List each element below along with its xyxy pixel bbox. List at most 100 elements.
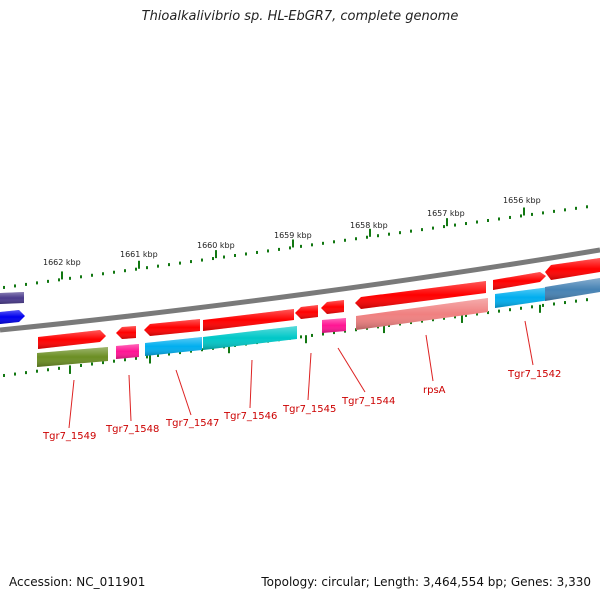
scale-dot (58, 278, 60, 282)
scale-major-tick (138, 260, 140, 269)
scale-dot (520, 306, 522, 310)
gene-tgr7-1545-forward[interactable] (295, 305, 318, 319)
scale-dot (234, 253, 236, 257)
scale-dot (432, 318, 434, 322)
scale-dot (344, 238, 346, 242)
gene-tgr7-1549-forward[interactable] (38, 330, 106, 349)
scale-dot (278, 247, 280, 251)
scale-dot (410, 321, 412, 325)
scale-label-1662: 1662 kbp (43, 258, 81, 267)
scale-dot (157, 264, 159, 268)
scale-dot (575, 206, 577, 210)
scale-dot (190, 349, 192, 353)
gene-label-tgr7-1544[interactable]: Tgr7_1544 (341, 396, 395, 407)
scale-dot (168, 263, 170, 267)
scale-major-tick (446, 218, 448, 227)
accession-text: Accession: NC_011901 (9, 575, 146, 589)
scale-label-1661: 1661 kbp (120, 250, 158, 259)
scale-dot (564, 301, 566, 305)
scale-dot (498, 309, 500, 313)
scale-dot (542, 211, 544, 215)
gene-label-tgr7-1549[interactable]: Tgr7_1549 (42, 431, 96, 442)
scale-dot (454, 223, 456, 227)
gene-label-rpsA[interactable]: rpsA (423, 385, 446, 396)
scale-dot (179, 351, 181, 355)
gene-tgr7-1542-forward[interactable] (493, 272, 546, 290)
leader-tgr7-1546 (249, 359, 253, 409)
scale-dot (223, 255, 225, 259)
scale-dot (344, 329, 346, 333)
scale-major-tick (539, 304, 541, 313)
scale-major-tick (228, 345, 230, 354)
scale-dot (311, 333, 313, 337)
scale-dot (146, 266, 148, 270)
scale-dot (91, 362, 93, 366)
scale-dot (421, 319, 423, 323)
scale-dot (333, 331, 335, 335)
gene-label-tgr7-1546[interactable]: Tgr7_1546 (223, 411, 277, 422)
scale-label-1656: 1656 kbp (503, 196, 541, 205)
scale-dot (179, 261, 181, 265)
gene-tgr7-1547-forward[interactable] (144, 319, 200, 336)
gene-label-tgr7-1548[interactable]: Tgr7_1548 (105, 424, 159, 435)
gene-right-partial-forward[interactable] (545, 258, 600, 280)
scale-major-tick (149, 355, 151, 364)
scale-dot (355, 237, 357, 241)
scale-dot (80, 275, 82, 279)
gene-tgr7-1546-forward[interactable] (203, 309, 294, 331)
gene-tgr7-1548-cog[interactable] (116, 344, 139, 359)
leader-tgr7-1549 (68, 379, 75, 429)
gene-tgr7-1544-cog[interactable] (322, 318, 346, 333)
scale-dot (531, 305, 533, 309)
scale-dot (25, 282, 27, 286)
gene-right-partial-cog[interactable] (545, 278, 600, 301)
scale-dot (47, 368, 49, 372)
leader-tgr7-1545 (307, 352, 312, 401)
scale-dot (399, 231, 401, 235)
scale-dot (47, 279, 49, 283)
label-leaders (68, 320, 534, 429)
scale-major-tick (461, 314, 463, 323)
scale-dot (168, 352, 170, 356)
gene-rpsA-cog[interactable] (356, 298, 488, 330)
scale-major-tick (523, 207, 525, 216)
scale-dot (454, 315, 456, 319)
scale-dot (256, 250, 258, 254)
scale-major-tick (369, 228, 371, 237)
gene-rpsA-forward[interactable] (355, 281, 486, 309)
scale-dot (388, 232, 390, 236)
gene-label-tgr7-1542[interactable]: Tgr7_1542 (507, 369, 561, 380)
gene-label-tgr7-1547[interactable]: Tgr7_1547 (165, 418, 219, 429)
scale-dot (212, 257, 214, 261)
gene-tgr7-1547-cog[interactable] (145, 337, 202, 356)
scale-dot (443, 225, 445, 229)
gene-tgr7-1542-cog[interactable] (495, 287, 550, 308)
outer-scale (3, 205, 588, 289)
scale-dot (322, 332, 324, 336)
scale-dot (135, 356, 137, 360)
gene-left-partial-1[interactable] (0, 292, 24, 304)
gene-tgr7-1546-cog[interactable] (203, 326, 297, 350)
scale-dot (124, 269, 126, 273)
scale-dot (14, 372, 16, 376)
scale-label-1657: 1657 kbp (427, 209, 465, 218)
scale-major-tick (69, 365, 71, 374)
scale-dot (476, 312, 478, 316)
scale-dot (113, 270, 115, 274)
scale-dot (586, 205, 588, 209)
scale-dot (157, 353, 159, 357)
gene-tgr7-1544-forward[interactable] (321, 300, 344, 314)
scale-dot (311, 243, 313, 247)
scale-dot (14, 284, 16, 288)
scale-dot (300, 244, 302, 248)
page-title: Thioalkalivibrio sp. HL-EbGR7, complete … (141, 9, 459, 24)
scale-dot (102, 272, 104, 276)
leader-tgr7-1547 (175, 369, 192, 416)
scale-dot (509, 308, 511, 312)
scale-dot (3, 373, 5, 377)
gene-tgr7-1549-cog[interactable] (37, 347, 108, 367)
gene-left-partial-2[interactable] (0, 310, 25, 324)
gene-tgr7-1548-forward[interactable] (116, 326, 136, 339)
scale-dot (25, 371, 27, 375)
gene-label-tgr7-1545[interactable]: Tgr7_1545 (282, 404, 336, 415)
